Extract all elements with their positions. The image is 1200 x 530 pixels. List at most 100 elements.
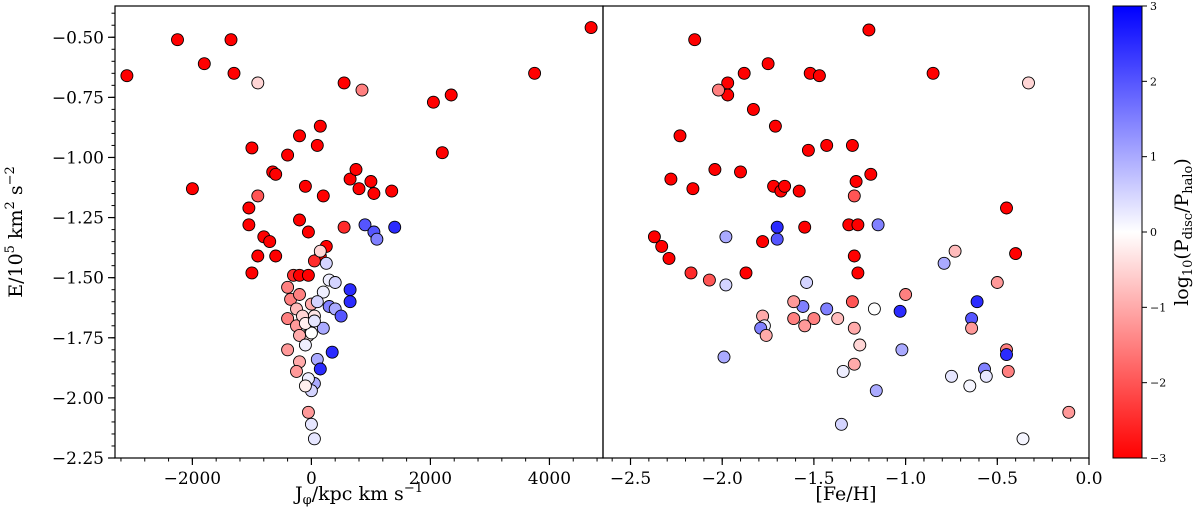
scatter-point bbox=[1001, 364, 1015, 378]
scatter-point bbox=[290, 364, 303, 378]
x-tick-label: −2.0 bbox=[702, 469, 743, 489]
scatter-point bbox=[251, 249, 265, 263]
scatter-point bbox=[245, 141, 259, 155]
colorbar-gradient bbox=[1112, 5, 1143, 459]
scatter-point bbox=[334, 309, 348, 323]
scatter-point bbox=[807, 312, 821, 326]
scatter-point bbox=[849, 175, 863, 188]
scatter-point bbox=[979, 369, 993, 383]
y-tick-label: −2.00 bbox=[52, 389, 104, 409]
scatter-point bbox=[301, 268, 315, 282]
scatter-point bbox=[426, 95, 440, 109]
colorbar-tick-label: 2 bbox=[1150, 75, 1157, 88]
scatter-point bbox=[337, 220, 351, 234]
scatter-point bbox=[798, 220, 812, 234]
scatter-point bbox=[787, 312, 801, 326]
scatter-point bbox=[847, 357, 861, 371]
scatter-point bbox=[269, 167, 283, 181]
scatter-point bbox=[684, 266, 698, 280]
scatter-point bbox=[185, 182, 199, 196]
scatter-point bbox=[242, 201, 256, 215]
scatter-point bbox=[770, 232, 784, 246]
scatter-point bbox=[686, 182, 700, 196]
scatter-point bbox=[242, 218, 256, 232]
scatter-point bbox=[245, 266, 259, 280]
scatter-point bbox=[355, 83, 369, 97]
scatter-point bbox=[281, 343, 295, 357]
scatter-point bbox=[708, 163, 722, 176]
left-scatter-points bbox=[120, 21, 598, 446]
scatter-point bbox=[1016, 432, 1030, 446]
scatter-point bbox=[251, 76, 265, 90]
scatter-point bbox=[970, 295, 984, 309]
scatter-point bbox=[662, 251, 676, 265]
scatter-point bbox=[734, 165, 747, 179]
scatter-point bbox=[313, 244, 327, 258]
scatter-point bbox=[761, 57, 775, 71]
x-tick-label: −0.5 bbox=[977, 469, 1018, 489]
y-tick-label: −1.75 bbox=[52, 329, 104, 349]
scatter-point bbox=[316, 285, 330, 299]
scatter-point bbox=[798, 319, 812, 333]
scatter-point bbox=[893, 304, 907, 318]
scatter-point bbox=[965, 321, 979, 335]
scatter-point bbox=[831, 312, 845, 326]
scatter-point bbox=[1009, 247, 1023, 261]
scatter-point bbox=[301, 225, 315, 239]
right-axes-frame bbox=[602, 5, 1090, 459]
colorbar-tick-label: −3 bbox=[1150, 452, 1166, 465]
scatter-point bbox=[293, 213, 306, 227]
scatter-point bbox=[847, 321, 861, 335]
scatter-point bbox=[358, 218, 372, 232]
scatter-point bbox=[319, 256, 333, 270]
scatter-point bbox=[937, 256, 951, 270]
x-tick-label: −2.5 bbox=[610, 469, 651, 489]
scatter-point bbox=[862, 23, 876, 37]
scatter-point bbox=[304, 417, 318, 431]
x-tick-label: −1.0 bbox=[885, 469, 926, 489]
energy-vs-jphi-panel: −0.50 −0.75 −1.00 −1.25 −1.50 −1.75 −2.00 −2.25… bbox=[3, 5, 604, 508]
right-x-ticks: −2.5 −2.0 −1.5 −1.0 −0.5 0.0 bbox=[610, 458, 1103, 489]
scatter-point bbox=[337, 76, 351, 90]
scatter-point bbox=[853, 338, 867, 352]
scatter-point bbox=[281, 148, 295, 162]
x-tick-label: 2000 bbox=[409, 469, 452, 489]
x-tick-label: 4000 bbox=[528, 469, 571, 489]
y-tick-label: −1.00 bbox=[52, 148, 104, 168]
scatter-point bbox=[759, 328, 773, 342]
scatter-point bbox=[864, 167, 878, 181]
scatter-point bbox=[298, 338, 312, 352]
scatter-point bbox=[963, 379, 977, 393]
scatter-point bbox=[313, 119, 327, 133]
y-tick-label: −0.75 bbox=[52, 88, 104, 108]
scatter-point bbox=[770, 220, 784, 234]
scatter-point bbox=[298, 179, 312, 193]
scatter-point bbox=[702, 273, 716, 287]
scatter-point bbox=[719, 230, 733, 244]
scatter-point bbox=[871, 218, 885, 232]
scatter-point bbox=[364, 175, 378, 188]
scatter-point bbox=[310, 138, 324, 152]
scatter-point bbox=[792, 184, 806, 198]
scatter-point bbox=[756, 235, 770, 249]
scatter-point bbox=[528, 66, 542, 80]
scatter-point bbox=[197, 57, 211, 71]
right-x-axis-label: [Fe/H] bbox=[815, 483, 876, 505]
scatter-point bbox=[293, 129, 306, 143]
scatter-point bbox=[847, 189, 861, 203]
scatter-point bbox=[899, 288, 913, 301]
scatter-point bbox=[948, 244, 962, 258]
y-tick-label: −1.50 bbox=[52, 269, 104, 289]
scatter-point bbox=[801, 143, 815, 157]
scatter-point bbox=[688, 33, 702, 47]
scatter-point bbox=[343, 172, 357, 186]
scatter-point bbox=[746, 102, 760, 116]
scatter-point bbox=[310, 295, 324, 309]
scatter-point bbox=[171, 33, 184, 47]
scatter-point bbox=[293, 288, 306, 301]
scatter-point bbox=[768, 119, 782, 133]
colorbar: 3 2 1 0 −1 −2 −3 log10(Pdisc/Phalo) bbox=[1112, 0, 1196, 465]
scatter-point bbox=[313, 362, 327, 376]
scatter-point bbox=[990, 276, 1004, 289]
